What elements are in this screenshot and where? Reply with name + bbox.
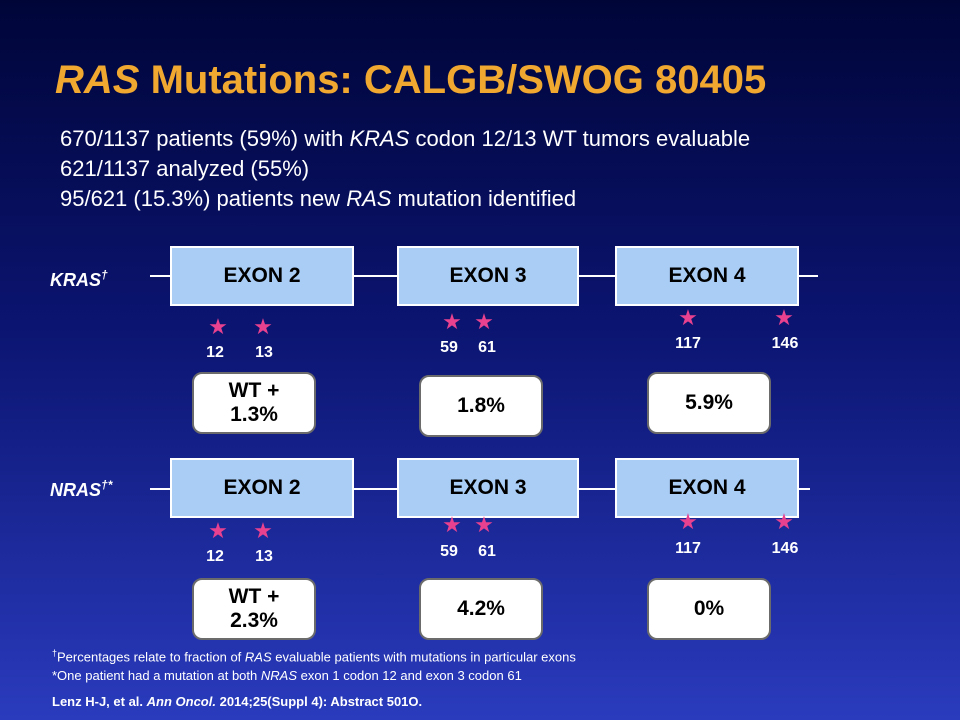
star-icon: ★ <box>442 309 462 334</box>
summary-line-3-text: 95/621 (15.3%) patients new <box>60 186 347 211</box>
percent-line: WT + <box>228 379 280 402</box>
codon-label: 61 <box>478 543 496 560</box>
summary-line-1: 670/1137 patients (59%) with KRAS codon … <box>60 124 750 154</box>
summary-line-1-gene: KRAS <box>349 126 410 151</box>
exon-box-nras-3: EXON 3 <box>397 458 579 518</box>
summary-line-2: 621/1137 analyzed (55%) <box>60 154 750 184</box>
summary-line-3-gene: RAS <box>346 186 392 211</box>
percent-box-nras-exon3: 4.2% <box>419 578 543 640</box>
star-icon: ★ <box>253 314 273 339</box>
gene-label-nras: NRAS†* <box>50 478 112 501</box>
footnote-2-tail: exon 1 codon 12 and exon 3 codon 61 <box>297 668 522 683</box>
codon-label: 146 <box>771 540 799 557</box>
codon-label: 117 <box>675 335 701 352</box>
star-icon: ★ <box>774 305 794 330</box>
gene-name-kras: KRAS <box>50 270 102 290</box>
percent-box-kras-exon2-text: WT +1.3% <box>229 379 280 427</box>
star-icon: ★ <box>678 509 698 534</box>
codon-label: 12 <box>206 344 224 361</box>
summary-lines: 670/1137 patients (59%) with KRAS codon … <box>60 124 750 214</box>
codon-label: 146 <box>771 335 799 352</box>
percent-box-nras-exon2: WT +2.3% <box>192 578 316 640</box>
summary-line-3: 95/621 (15.3%) patients new RAS mutation… <box>60 184 750 214</box>
summary-line-2-text: 621/1137 analyzed (55%) <box>60 156 310 181</box>
star-icon: ★ <box>253 518 273 543</box>
footnote-1: †Percentages relate to fraction of RAS e… <box>52 648 576 664</box>
star-icon: ★ <box>442 512 462 537</box>
summary-line-3-tail: mutation identified <box>391 186 577 211</box>
star-icon: ★ <box>208 314 228 339</box>
footnote-1-text: Percentages relate to fraction of <box>57 649 245 665</box>
title-italic: RAS <box>55 58 140 102</box>
percent-line: 2.3% <box>230 609 278 632</box>
codon-label: 117 <box>675 540 701 557</box>
reference: Lenz H-J, et al. Ann Oncol. 2014;25(Supp… <box>52 694 422 709</box>
gene-name-nras: NRAS <box>50 480 102 500</box>
footnote-2-gene: NRAS <box>260 668 297 683</box>
codon-label: 61 <box>478 339 496 356</box>
footnote-1-mark: † <box>52 648 58 658</box>
codon-label: 13 <box>255 548 273 565</box>
title-rest: Mutations: CALGB/SWOG 80405 <box>139 58 767 102</box>
percent-box-nras-exon2-text: WT +2.3% <box>229 585 280 633</box>
star-icon: ★ <box>474 512 494 537</box>
codon-label: 59 <box>440 543 458 560</box>
star-icon: ★ <box>774 509 794 534</box>
gene-label-kras: KRAS† <box>50 268 108 291</box>
percent-box-nras-exon4: 0% <box>647 578 771 640</box>
codon-label: 12 <box>206 548 224 565</box>
codon-label: 13 <box>255 344 273 361</box>
percent-box-kras-exon2: WT +1.3% <box>192 372 316 434</box>
percent-box-kras-exon4: 5.9% <box>647 372 771 434</box>
reference-journal: Ann Oncol. <box>146 694 216 709</box>
percent-box-kras-exon3: 1.8% <box>419 375 543 437</box>
star-icon: ★ <box>678 305 698 330</box>
gene-mark-nras: †* <box>101 478 113 492</box>
footnote-1-gene: RAS <box>244 649 272 665</box>
reference-details: 2014;25(Suppl 4): Abstract 501O. <box>215 694 423 709</box>
gene-mark-kras: † <box>101 268 108 282</box>
summary-line-1-text: 670/1137 patients (59%) with <box>60 126 350 151</box>
summary-line-1-tail: codon 12/13 WT tumors evaluable <box>409 126 751 151</box>
exon-box-nras-4: EXON 4 <box>615 458 799 518</box>
percent-line: 1.3% <box>230 403 278 426</box>
exon-box-kras-3: EXON 3 <box>397 246 579 306</box>
star-icon: ★ <box>208 518 228 543</box>
codon-label: 59 <box>440 339 458 356</box>
reference-authors: Lenz H-J, et al. <box>52 694 147 709</box>
star-icon: ★ <box>474 309 494 334</box>
exon-box-nras-2: EXON 2 <box>170 458 354 518</box>
exon-box-kras-2: EXON 2 <box>170 246 354 306</box>
exon-box-kras-4: EXON 4 <box>615 246 799 306</box>
slide-title: RAS Mutations: CALGB/SWOG 80405 <box>55 58 935 103</box>
footnote-1-tail: evaluable patients with mutations in par… <box>271 649 576 665</box>
footnote-2: *One patient had a mutation at both NRAS… <box>52 668 522 683</box>
footnote-2-text: *One patient had a mutation at both <box>52 668 261 683</box>
percent-line: WT + <box>228 585 280 608</box>
